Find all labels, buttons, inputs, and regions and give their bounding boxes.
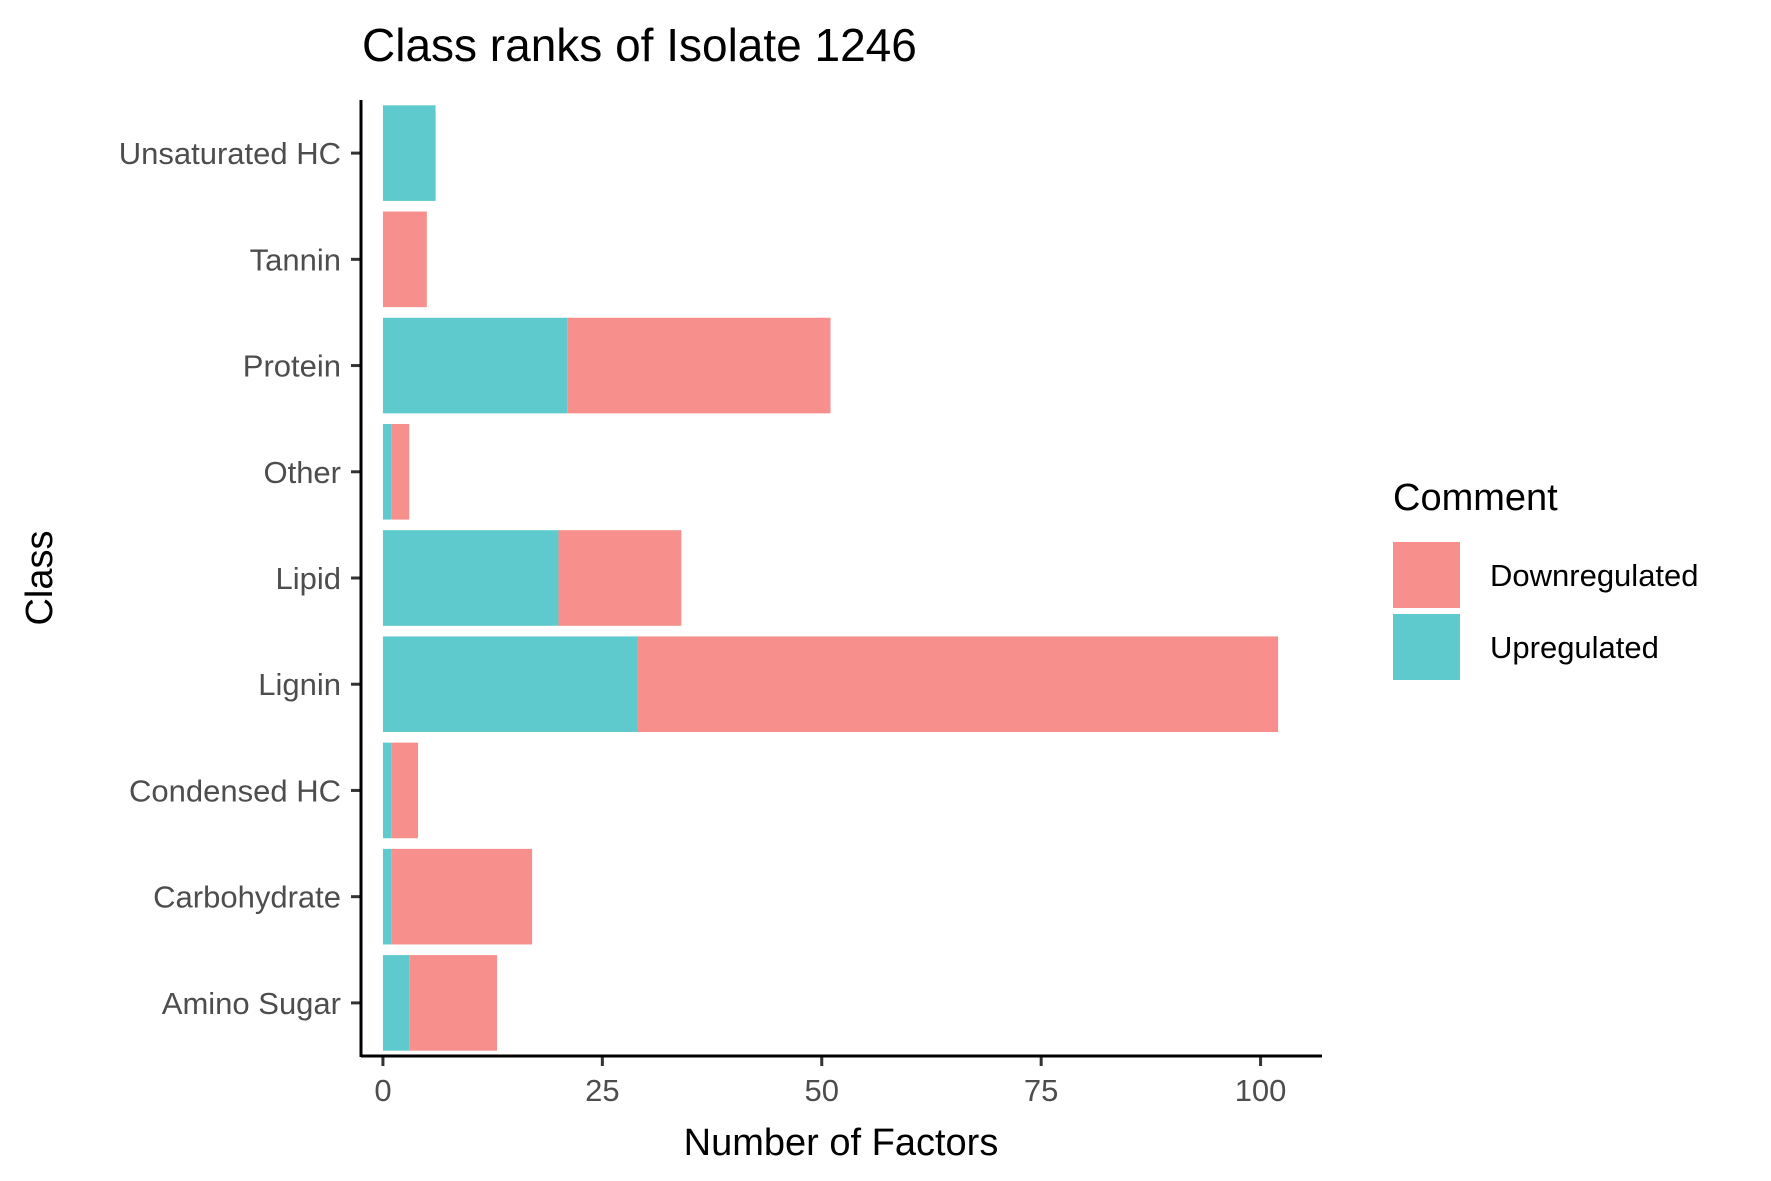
x-axis-title: Number of Factors bbox=[684, 1122, 999, 1164]
x-tick-label-75: 75 bbox=[1024, 1073, 1058, 1108]
y-tick-label-lipid: Lipid bbox=[276, 561, 342, 596]
bar-amino-sugar-downregulated bbox=[409, 955, 498, 1051]
y-axis-ticks: Unsaturated HC Tannin Protein Other Lipid Lig… bbox=[119, 136, 361, 1021]
bar-protein-downregulated bbox=[567, 317, 831, 414]
bar-tannin-downregulated bbox=[382, 211, 427, 308]
bar-protein-upregulated bbox=[382, 317, 568, 414]
x-tick-label-100: 100 bbox=[1235, 1073, 1287, 1108]
legend-title: Comment bbox=[1393, 477, 1558, 519]
y-axis-title: Class bbox=[19, 530, 61, 625]
chart-title: Class ranks of Isolate 1246 bbox=[362, 19, 917, 71]
y-tick-label-lignin: Lignin bbox=[258, 667, 341, 702]
y-tick-label-amino-sugar: Amino Sugar bbox=[162, 986, 341, 1021]
x-tick-label-0: 0 bbox=[374, 1073, 391, 1108]
bar-amino-sugar-upregulated bbox=[382, 955, 410, 1051]
bar-lignin-upregulated bbox=[382, 636, 638, 733]
x-tick-label-50: 50 bbox=[805, 1073, 839, 1108]
bar-lipid-upregulated bbox=[382, 530, 559, 626]
legend-key-downregulated bbox=[1393, 542, 1460, 608]
x-axis-ticks: 0 25 50 75 100 bbox=[374, 1056, 1286, 1108]
y-tick-label-tannin: Tannin bbox=[250, 242, 341, 277]
bar-unsaturated-hc-upregulated bbox=[382, 105, 436, 201]
y-tick-label-protein: Protein bbox=[243, 349, 341, 384]
legend-key-upregulated bbox=[1393, 614, 1460, 680]
bar-condensed-hc-upregulated bbox=[382, 742, 392, 839]
legend-label-downregulated: Downregulated bbox=[1490, 558, 1699, 593]
bar-lipid-downregulated bbox=[558, 530, 682, 626]
bar-condensed-hc-downregulated bbox=[391, 742, 419, 839]
bar-carbohydrate-downregulated bbox=[391, 848, 533, 945]
y-tick-label-unsaturated-hc: Unsaturated HC bbox=[119, 136, 341, 171]
y-tick-label-other: Other bbox=[263, 455, 341, 490]
legend: Comment Downregulated Upregulated bbox=[1393, 477, 1699, 680]
bar-other-upregulated bbox=[382, 423, 392, 520]
bar-other-downregulated bbox=[391, 423, 410, 520]
legend-label-upregulated: Upregulated bbox=[1490, 630, 1659, 665]
y-tick-label-condensed-hc: Condensed HC bbox=[129, 773, 341, 808]
bar-lignin-downregulated bbox=[637, 636, 1279, 733]
y-tick-label-carbohydrate: Carbohydrate bbox=[153, 880, 341, 915]
bar-carbohydrate-upregulated bbox=[382, 848, 392, 945]
bars-group bbox=[382, 105, 1279, 1051]
x-tick-label-25: 25 bbox=[585, 1073, 619, 1108]
